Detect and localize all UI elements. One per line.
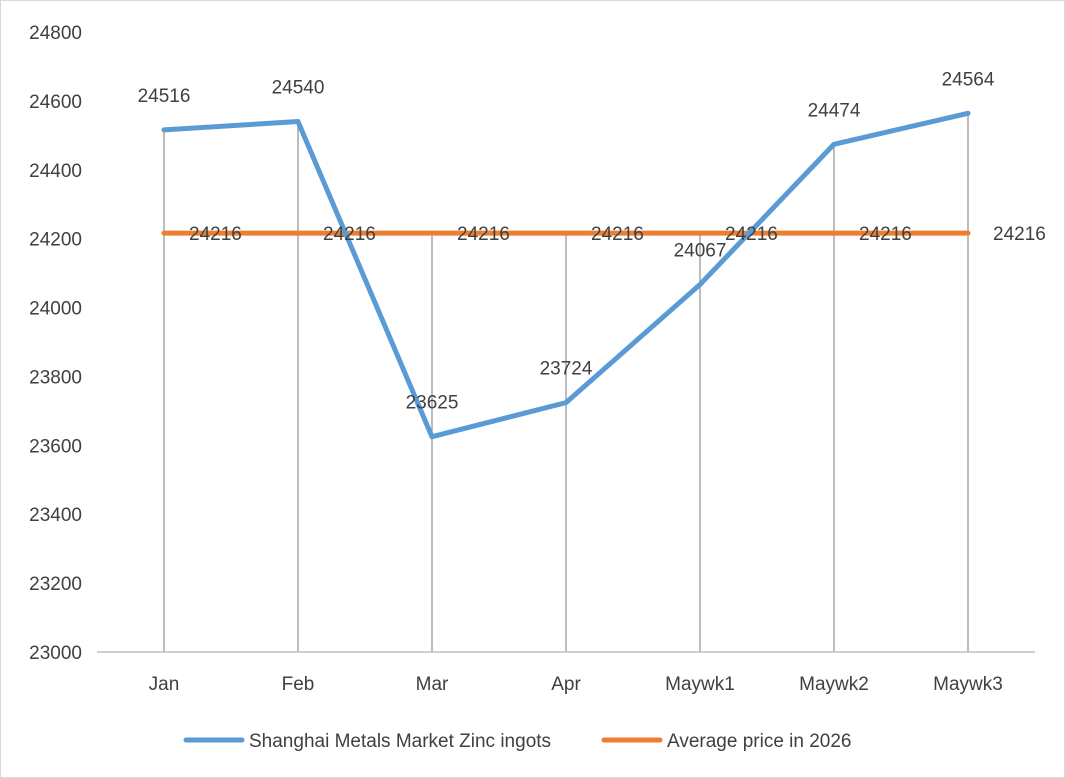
data-label-zinc: 24474 <box>808 100 861 121</box>
data-label-zinc: 23724 <box>540 359 593 380</box>
series-line-zinc <box>161 110 971 440</box>
data-label-average: 24216 <box>725 224 778 245</box>
x-tick-label: Apr <box>551 674 581 695</box>
x-tick-label: Maywk2 <box>799 674 869 695</box>
x-tick-label: Maywk3 <box>933 674 1003 695</box>
legend-entry-zinc: Shanghai Metals Market Zinc ingots <box>249 731 551 752</box>
data-label-zinc: 24067 <box>674 240 727 261</box>
x-tick-label: Feb <box>282 674 315 695</box>
y-tick-label: 23200 <box>29 574 82 595</box>
data-label-average: 24216 <box>323 224 376 245</box>
series-lines <box>161 110 971 440</box>
x-axis-ticks: Jan Feb Mar Apr Maywk1 Maywk2 Maywk3 <box>149 674 1003 695</box>
legend-entry-average: Average price in 2026 <box>667 731 852 752</box>
y-tick-label: 24600 <box>29 92 82 113</box>
y-tick-label: 24800 <box>29 23 82 44</box>
legend: Shanghai Metals Market Zinc ingots Averag… <box>183 731 852 752</box>
x-tick-label: Mar <box>416 674 449 695</box>
data-label-average: 24216 <box>457 224 510 245</box>
x-tick-label: Jan <box>149 674 180 695</box>
y-tick-label: 24400 <box>29 161 82 182</box>
data-label-average: 24216 <box>591 224 644 245</box>
drop-lines <box>163 113 969 652</box>
y-axis-ticks: 23000 23200 23400 23600 23800 24000 24200 24400… <box>29 23 82 664</box>
y-tick-label: 23600 <box>29 436 82 457</box>
y-tick-label: 23800 <box>29 367 82 388</box>
y-tick-label: 24200 <box>29 230 82 251</box>
data-label-zinc: 24540 <box>272 78 325 99</box>
data-label-zinc: 24516 <box>138 86 191 107</box>
y-tick-label: 23000 <box>29 643 82 664</box>
data-label-average: 24216 <box>189 224 242 245</box>
data-label-zinc: 24564 <box>942 69 995 90</box>
data-label-average: 24216 <box>993 224 1046 245</box>
x-tick-label: Maywk1 <box>665 674 735 695</box>
data-label-average: 24216 <box>859 224 912 245</box>
y-tick-label: 24000 <box>29 299 82 320</box>
data-labels: 24516 24540 23625 23724 24067 24474 24564 24216… <box>138 69 1046 413</box>
y-tick-label: 23400 <box>29 505 82 526</box>
data-label-zinc: 23625 <box>406 393 459 414</box>
